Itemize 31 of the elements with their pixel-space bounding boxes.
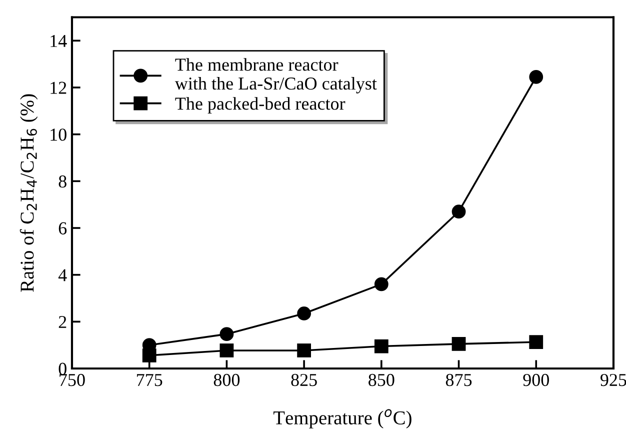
point [374,277,388,292]
point [220,344,234,358]
y-tick-label: 8 [58,175,66,188]
x-tick-label: 925 [600,374,626,386]
point [297,306,311,320]
point [297,344,311,358]
x-tick-label: 750 [60,374,85,386]
x-tick-label: 775 [136,374,162,386]
point [220,327,234,342]
point [374,339,388,354]
legend-label: The membrane reactor with the La-Sr/CaO catalyst [174,58,377,94]
text: Ratio of C$_{2}$H$_{4}$/C$_{2}$H$_{6}$ (%) [20,94,38,292]
y-tick-label: 6 [58,222,67,234]
point [142,348,156,362]
x-tick-label: 825 [291,374,317,386]
legend-label: The packed-bed reactor [175,97,346,114]
y-tick-label: 2 [58,316,66,328]
x-tick-label: 800 [214,374,240,386]
y-tick-label: 14 [50,35,67,47]
point [529,335,544,349]
x-tick-label: 875 [446,374,472,386]
y-tick-label: 0 [58,362,66,375]
x-tick-label: 900 [523,374,549,386]
point [452,204,466,219]
y-tick-label: 4 [58,269,67,282]
point [452,336,466,351]
x-tick-label: 850 [368,374,394,386]
x-axis-title: Temperature ($^{o}$C) [273,409,412,428]
y-tick-label: 10 [50,128,66,141]
point [529,70,544,84]
y-tick-label: 12 [50,82,66,94]
